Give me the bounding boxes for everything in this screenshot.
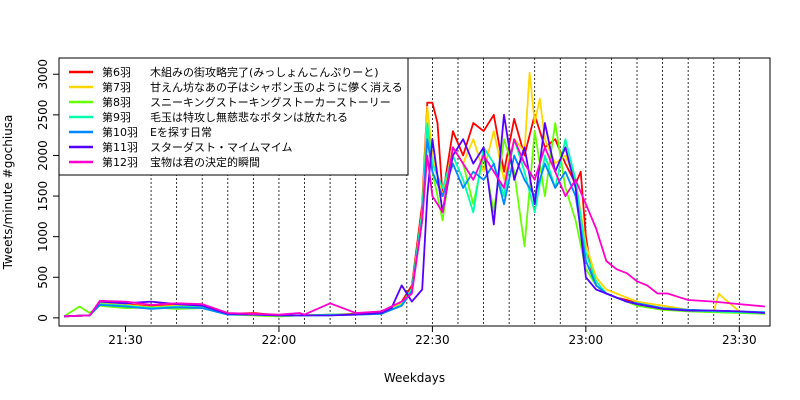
x-axis-title: Weekdays xyxy=(384,371,445,385)
y-axis-title: Tweets/minute #gochiusa xyxy=(1,115,15,271)
x-tick-label-2: 22:30 xyxy=(415,333,450,347)
y-tick-label-4: 2000 xyxy=(36,140,50,171)
y-tick-label-5: 2500 xyxy=(36,100,50,131)
legend-label-1: 第6羽 xyxy=(102,65,131,79)
x-axis: 21:30 22:00 22:30 23:00 23:30 xyxy=(108,326,757,347)
legend-label-3: 第8羽 xyxy=(102,95,131,109)
legend-subtitle-7: 宝物は君の決定的瞬間 xyxy=(150,155,260,169)
x-tick-label-3: 23:00 xyxy=(569,333,604,347)
legend-label-2: 第7羽 xyxy=(102,80,131,94)
legend-box xyxy=(58,57,409,176)
legend-label-6: 第11羽 xyxy=(102,140,138,154)
legend-label-4: 第9羽 xyxy=(102,110,131,124)
legend-subtitle-3: スニーキングストーキングストーカーストーリー xyxy=(150,95,391,109)
y-tick-label-0: 0 xyxy=(36,314,50,322)
legend-label-7: 第12羽 xyxy=(102,155,138,169)
x-tick-label-0: 21:30 xyxy=(108,333,143,347)
legend-subtitle-6: スターダスト・マイムマイム xyxy=(150,140,293,154)
x-tick-label-4: 23:30 xyxy=(722,333,757,347)
plot-frame xyxy=(58,57,771,327)
legend-subtitle-2: 甘えん坊なあの子はシャボン玉のように儚く消える xyxy=(150,80,403,94)
legend-subtitle-5: Eを探す日常 xyxy=(150,126,212,139)
legend-label-5: 第10羽 xyxy=(102,125,138,139)
y-tick-label-2: 1000 xyxy=(36,221,50,252)
x-tick-label-1: 22:00 xyxy=(262,333,297,347)
series-lines xyxy=(63,71,765,318)
y-tick-label-3: 1500 xyxy=(36,181,50,212)
legend-subtitle-4: 毛玉は特攻し無慈悲なボタンは放たれる xyxy=(150,110,348,124)
y-axis: 0 500 1000 1500 2000 2500 3000 xyxy=(36,59,59,322)
series-line-7 xyxy=(64,138,765,318)
legend-subtitle-1: 木組みの街攻略完了(みっしょんこんぷりーと) xyxy=(150,65,379,79)
legend: 第6羽 木組みの街攻略完了(みっしょんこんぷりーと) 第7羽 甘えん坊なあの子はシャボ… xyxy=(58,57,409,176)
y-tick-label-6: 3000 xyxy=(36,59,50,90)
y-tick-label-1: 500 xyxy=(36,266,50,289)
